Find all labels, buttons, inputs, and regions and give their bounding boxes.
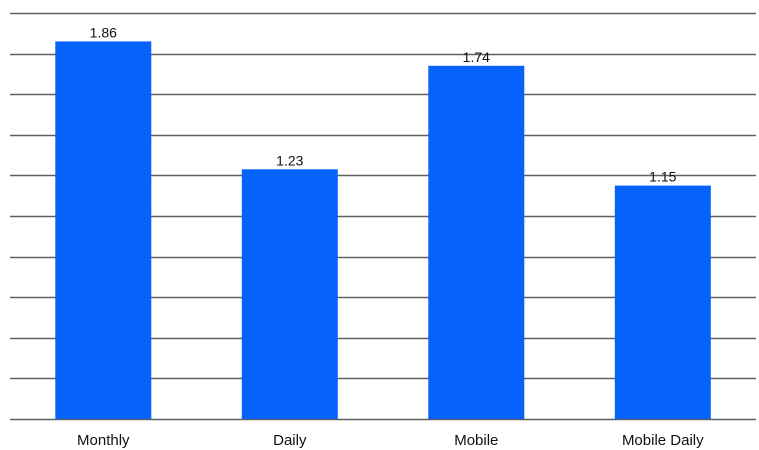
x-tick-label: Mobile Daily xyxy=(622,432,704,449)
data-label: 1.15 xyxy=(649,169,676,185)
bars xyxy=(55,41,711,420)
data-labels: 1.86 1.23 1.74 1.15 xyxy=(90,24,677,184)
data-label: 1.74 xyxy=(463,49,490,65)
data-label: 1.86 xyxy=(90,24,117,40)
bar-mobile-daily xyxy=(614,185,711,419)
x-tick-label: Daily xyxy=(273,432,307,449)
x-tick-label: Monthly xyxy=(77,432,130,449)
bar-mobile xyxy=(428,65,525,420)
bar-daily xyxy=(241,169,338,419)
x-axis-tick-labels: Monthly Daily Mobile Mobile Daily xyxy=(77,432,704,449)
data-label: 1.23 xyxy=(276,152,303,168)
x-tick-label: Mobile xyxy=(454,432,498,449)
bar-monthly xyxy=(55,41,152,420)
